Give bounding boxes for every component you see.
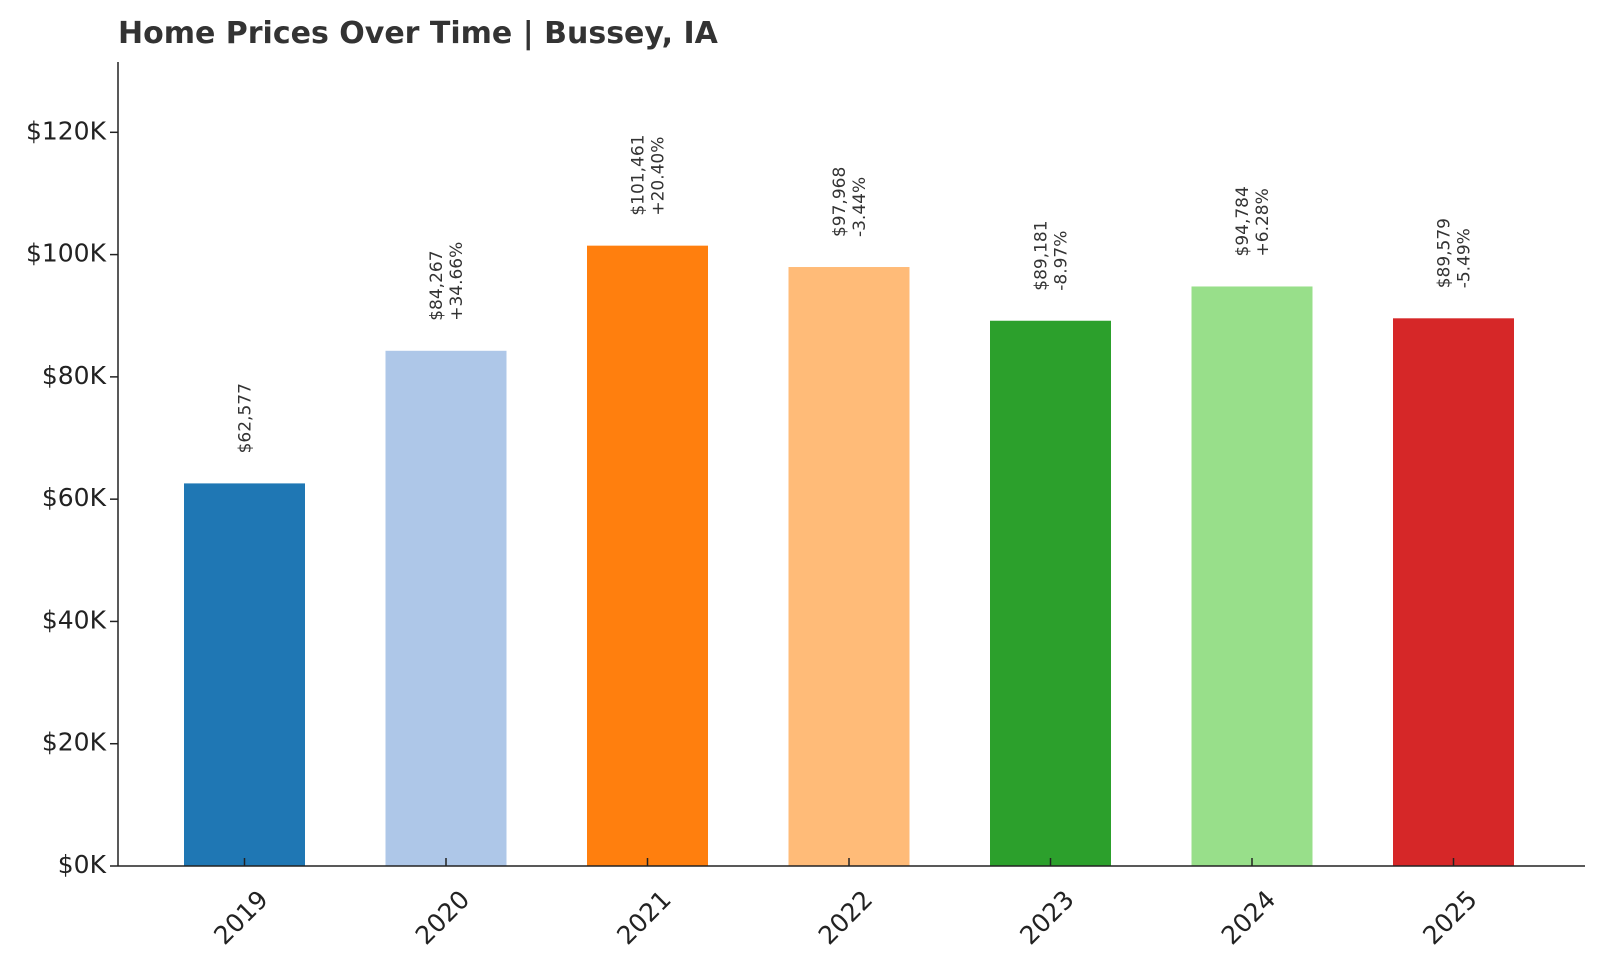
y-axis: $0K $20K $40K $60K $80K $100K $120K (26, 62, 119, 879)
value-label-2025: $89,579 (1435, 218, 1455, 288)
chart-title: Home Prices Over Time | Bussey, IA (118, 16, 718, 51)
bar-2023 (990, 320, 1111, 866)
x-axis: 2019 2020 2021 2022 2023 2024 2025 (118, 858, 1585, 950)
change-label-2025: -5.49% (1455, 228, 1475, 288)
data-label-group-2022: $97,968 -3.44% (830, 167, 870, 237)
bar-2022 (788, 267, 910, 866)
bar-2024 (1191, 286, 1313, 866)
y-tick-label-100000: $100K (26, 239, 107, 268)
x-tick-label-2019: 2019 (208, 885, 273, 950)
x-tick-label-2022: 2022 (813, 885, 878, 950)
data-labels-layer: $62,577 $84,267 +34.66% $101,461 +20.40% $97,… (236, 135, 1475, 454)
y-tick-label-80000: $80K (42, 361, 107, 390)
data-label-group-2020: $84,267 +34.66% (427, 242, 467, 321)
value-label-2024: $94,784 (1233, 186, 1253, 256)
bars-layer (184, 245, 1514, 867)
data-label-group-2024: $94,784 +6.28% (1233, 186, 1273, 256)
change-label-2024: +6.28% (1253, 188, 1273, 256)
x-tick-label-2025: 2025 (1417, 885, 1482, 950)
y-tick-label-120000: $120K (26, 116, 107, 145)
y-tick-label-0: $0K (58, 850, 107, 879)
value-label-2023: $89,181 (1032, 220, 1052, 290)
bar-2021 (587, 245, 708, 866)
value-label-2022: $97,968 (830, 167, 850, 237)
data-label-group-2021: $101,461 +20.40% (629, 135, 669, 216)
bar-2019 (184, 483, 305, 866)
data-label-group-2025: $89,579 -5.49% (1435, 218, 1475, 288)
value-label-2019: $62,577 (236, 383, 256, 453)
value-label-2020: $84,267 (427, 250, 447, 320)
y-tick-label-40000: $40K (42, 605, 107, 634)
x-tick-label-2021: 2021 (611, 885, 676, 950)
change-label-2022: -3.44% (850, 177, 870, 237)
data-label-group-2023: $89,181 -8.97% (1032, 220, 1072, 290)
x-tick-label-2023: 2023 (1014, 885, 1079, 950)
bar-2020 (385, 350, 507, 867)
bar-2025 (1393, 318, 1514, 866)
y-tick-label-20000: $20K (42, 728, 107, 757)
y-tick-label-60000: $60K (42, 483, 107, 512)
x-tick-label-2024: 2024 (1216, 885, 1281, 950)
x-tick-label-2020: 2020 (410, 885, 475, 950)
change-label-2021: +20.40% (649, 137, 669, 216)
change-label-2023: -8.97% (1052, 231, 1072, 291)
change-label-2020: +34.66% (447, 242, 467, 321)
value-label-2021: $101,461 (629, 135, 649, 216)
data-label-group-2019: $62,577 (236, 383, 256, 453)
